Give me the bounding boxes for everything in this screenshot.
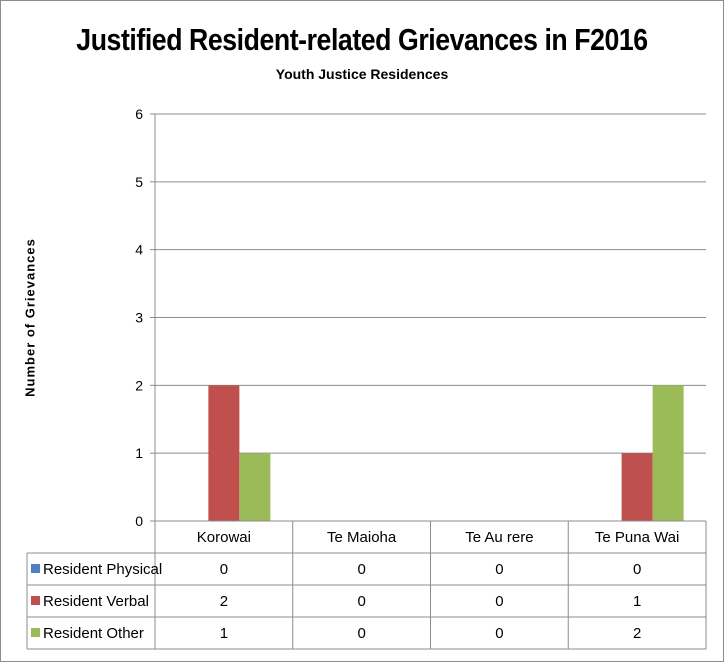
chart-subtitle: Youth Justice Residences xyxy=(275,66,449,82)
data-label: 0 xyxy=(495,625,503,642)
chart-title: Justified Resident-related Grievances in… xyxy=(76,22,648,57)
data-label: 0 xyxy=(357,561,365,578)
data-label: 2 xyxy=(633,625,641,642)
y-tick-label: 5 xyxy=(135,174,143,190)
bar-resident-other xyxy=(652,385,684,521)
bar-resident-verbal xyxy=(208,385,240,521)
data-label: 0 xyxy=(220,561,228,578)
data-label: 0 xyxy=(633,561,641,578)
legend-label: Resident Other xyxy=(43,625,144,642)
legend-key xyxy=(31,596,40,605)
y-tick-label: 2 xyxy=(135,377,143,393)
data-label: 1 xyxy=(633,593,641,610)
data-label: 1 xyxy=(220,625,228,642)
bar-resident-verbal xyxy=(621,453,653,521)
data-label: 0 xyxy=(357,625,365,642)
data-label: 0 xyxy=(495,593,503,610)
legend-key xyxy=(31,628,40,637)
data-label: 0 xyxy=(357,593,365,610)
y-tick-label: 4 xyxy=(135,242,143,258)
y-tick-label: 6 xyxy=(135,106,143,122)
data-label: 0 xyxy=(495,561,503,578)
y-tick-label: 0 xyxy=(135,513,143,529)
legend-key xyxy=(31,564,40,573)
data-label: 2 xyxy=(220,593,228,610)
x-tick-label: Korowai xyxy=(197,529,251,546)
bar-resident-other xyxy=(239,453,271,521)
y-tick-label: 1 xyxy=(135,445,143,461)
x-tick-label: Te Au rere xyxy=(465,529,533,546)
x-tick-label: Te Maioha xyxy=(327,529,397,546)
legend-label: Resident Verbal xyxy=(43,593,149,610)
legend-label: Resident Physical xyxy=(43,561,162,578)
x-tick-label: Te Puna Wai xyxy=(595,529,680,546)
y-tick-label: 3 xyxy=(135,310,143,326)
